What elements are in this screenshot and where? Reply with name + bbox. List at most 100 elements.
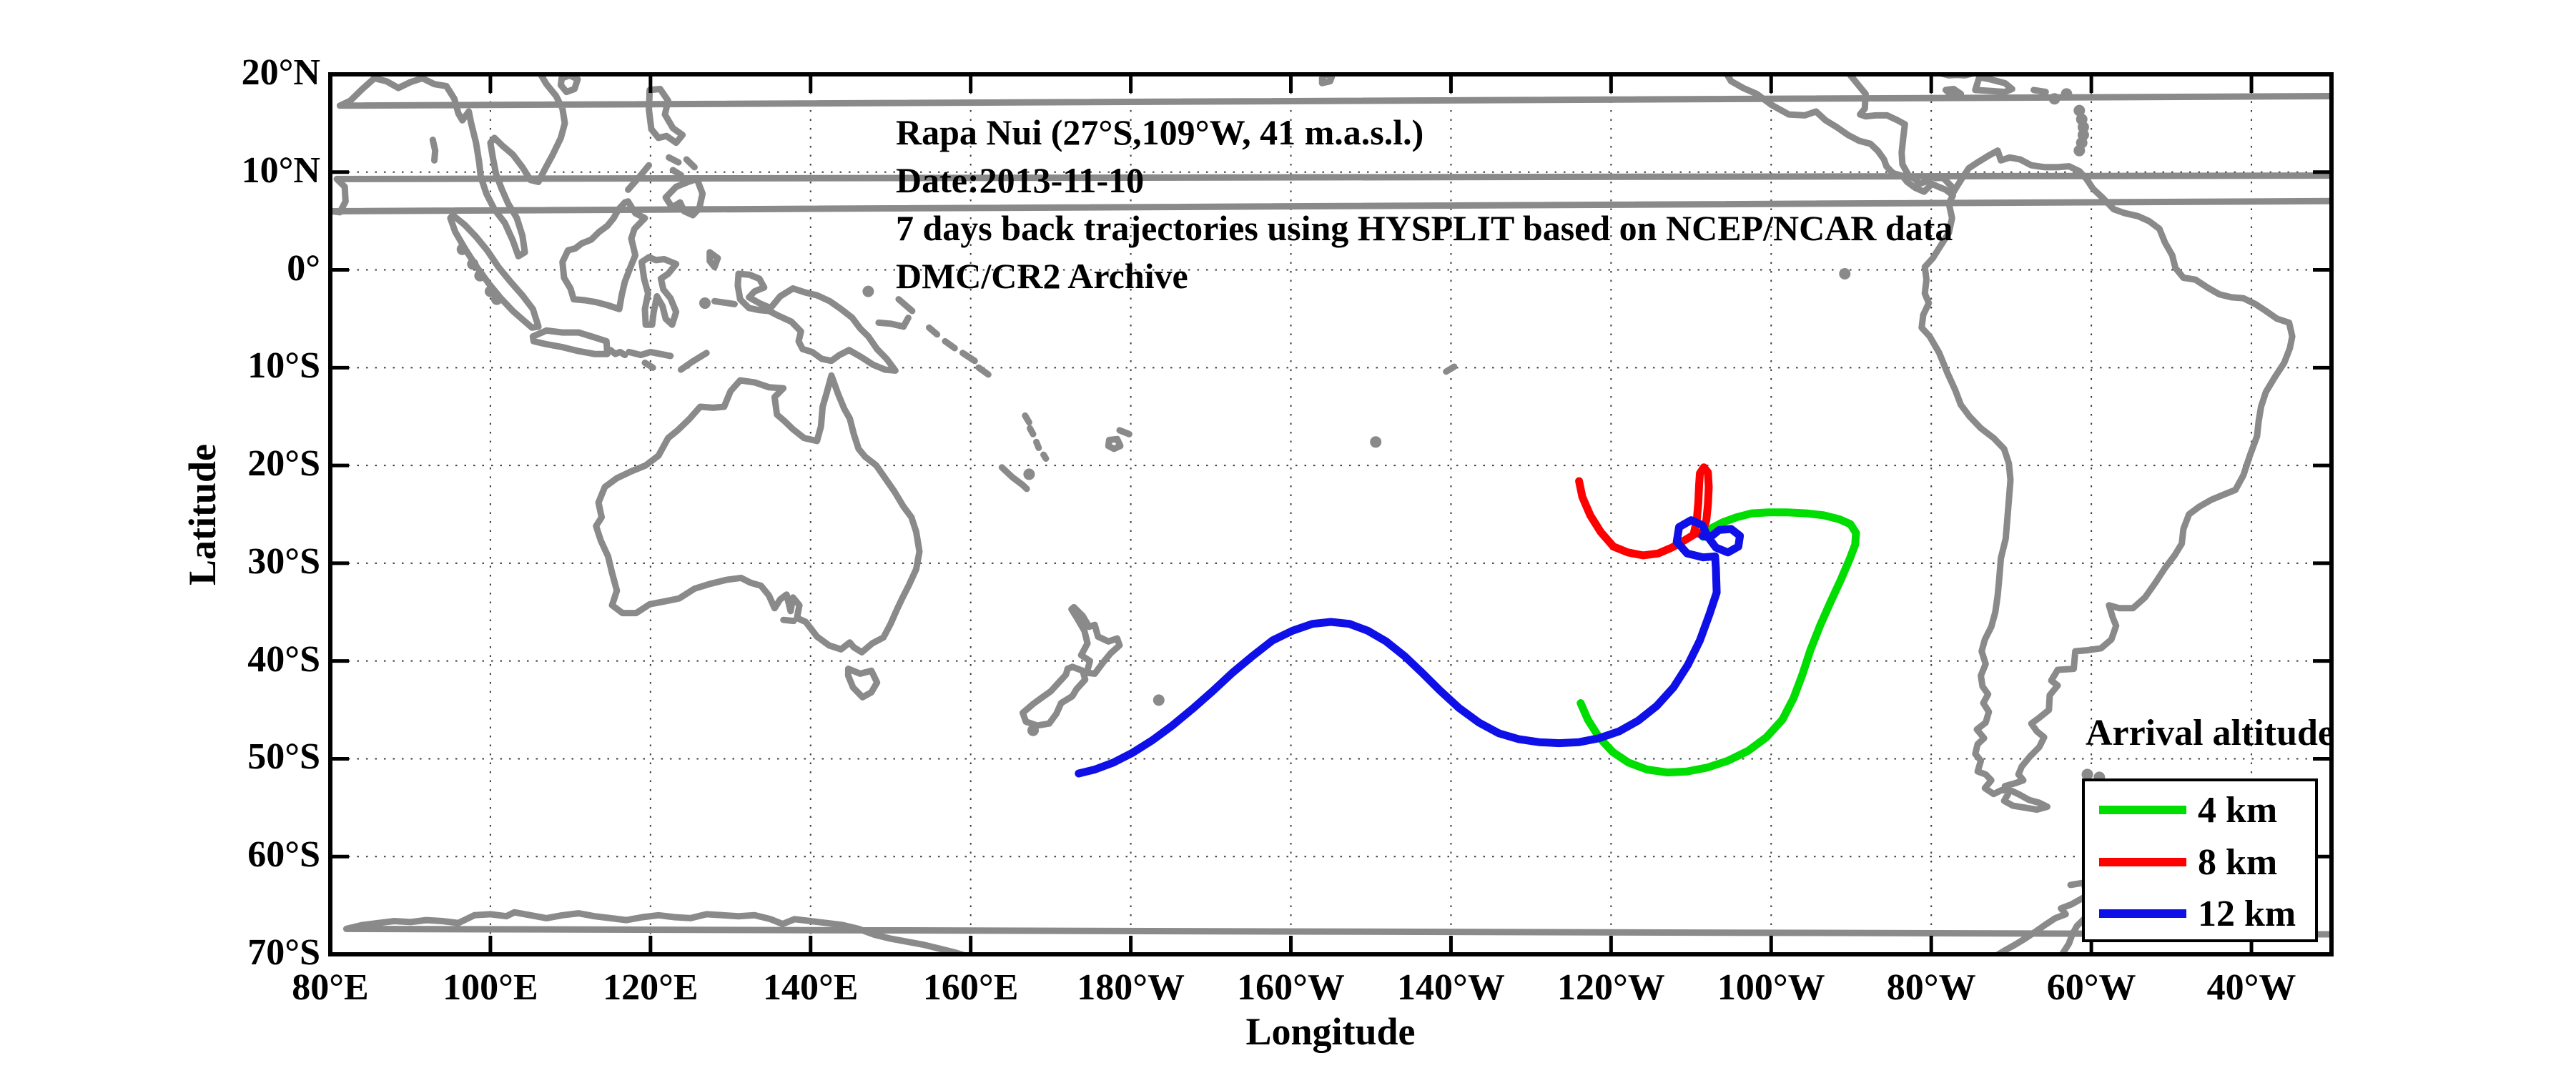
coastline-australia bbox=[593, 372, 923, 656]
island-dot bbox=[699, 297, 711, 310]
title-line-date: Date:2013-11-10 bbox=[896, 160, 1145, 200]
x-tick-label: 60°W bbox=[2046, 967, 2136, 1008]
x-tick-label: 160°E bbox=[922, 967, 1019, 1008]
y-tick-label: 70°S bbox=[247, 932, 320, 973]
coastline-sumatra bbox=[447, 212, 542, 331]
coastline-sumba bbox=[641, 360, 656, 371]
island-dot bbox=[2061, 88, 2073, 100]
trajectory-8-km bbox=[1575, 463, 1713, 560]
coastline-hainan bbox=[557, 74, 581, 96]
coastline-new-britain bbox=[875, 315, 912, 330]
coastline-layer bbox=[330, 74, 2331, 954]
coastline-nz-north-island bbox=[1068, 603, 1123, 677]
x-axis-label: Longitude bbox=[1245, 1010, 1416, 1053]
coastline-andaman bbox=[429, 137, 439, 164]
coastline-solomons-2 bbox=[942, 337, 958, 352]
island-dot bbox=[456, 243, 468, 255]
axes-frame bbox=[328, 72, 2334, 956]
coastline-hispaniola bbox=[1972, 74, 2015, 96]
island-dot bbox=[1839, 268, 1851, 280]
coastline-fiji-viti-levu bbox=[1105, 435, 1124, 453]
legend-item-label: 12 km bbox=[2198, 893, 2296, 934]
x-tick-label: 100°E bbox=[443, 967, 538, 1008]
x-tick-label: 80°W bbox=[1886, 967, 1976, 1008]
coastline-marquesas bbox=[1443, 363, 1458, 375]
legend-title: Arrival altitude bbox=[2085, 713, 2334, 753]
coastline-timor bbox=[677, 350, 710, 373]
coastline-seram bbox=[711, 297, 738, 307]
legend-row-8-km: 8 km bbox=[2085, 841, 2315, 883]
island-dot bbox=[2048, 93, 2061, 105]
title-block: Rapa Nui (27°S,109°W, 41 m.a.s.l.) Date:… bbox=[896, 109, 1953, 300]
x-tick-label: 100°W bbox=[1717, 967, 1825, 1008]
y-tick-label: 50°S bbox=[247, 736, 320, 778]
x-tick-label: 180°W bbox=[1077, 967, 1185, 1008]
trajectory-4-km bbox=[1576, 508, 1860, 777]
y-tick-label: 40°S bbox=[247, 638, 320, 680]
coastline-sumbawa-flores bbox=[626, 348, 674, 360]
legend-box: 4 km 8 km 12 km bbox=[2082, 778, 2318, 942]
coastline-solomons-3 bbox=[959, 350, 978, 365]
island-dot bbox=[1027, 724, 1040, 736]
coastline-palawan bbox=[625, 162, 653, 193]
coastline-java bbox=[529, 327, 611, 357]
island-dot bbox=[1153, 694, 1165, 706]
legend-item-label: 8 km bbox=[2198, 841, 2278, 883]
island-dot bbox=[484, 285, 496, 297]
coastline-vanuatu-2 bbox=[1027, 425, 1037, 437]
island-dot bbox=[2077, 121, 2089, 133]
island-dot bbox=[2081, 768, 2093, 781]
y-tick-label: 30°S bbox=[247, 540, 320, 582]
coastline-tasmania bbox=[844, 666, 881, 701]
y-tick-label: 10°N bbox=[241, 149, 320, 191]
coastline-borneo bbox=[559, 198, 648, 312]
coastline-central-america-caribbean-coast bbox=[1845, 74, 1955, 190]
coastline-new-guinea bbox=[734, 270, 899, 374]
island-dot bbox=[2073, 104, 2086, 117]
coastline-halmahera bbox=[706, 249, 721, 270]
coastline-new-ireland bbox=[895, 296, 916, 315]
x-tick-label: 120°E bbox=[603, 967, 699, 1008]
coastline-visayas-3 bbox=[669, 167, 684, 179]
coastline-luzon bbox=[646, 86, 686, 147]
y-tick-label: 20°N bbox=[241, 52, 320, 93]
x-tick-label: 80°E bbox=[292, 967, 369, 1008]
y-tick-label: 60°S bbox=[247, 834, 320, 876]
x-tick-label: 140°W bbox=[1397, 967, 1505, 1008]
x-tick-label: 40°W bbox=[2206, 967, 2296, 1008]
x-tick-label: 140°E bbox=[763, 967, 859, 1008]
tick-marks bbox=[328, 72, 2331, 956]
coastline-puerto-rico bbox=[2030, 86, 2049, 96]
y-axis-label: Latitude bbox=[181, 443, 224, 586]
title-line-method: 7 days back trajectories using HYSPLIT b… bbox=[896, 208, 1953, 248]
legend-row-4-km: 4 km bbox=[2085, 789, 2315, 831]
coastline-vanuatu-1 bbox=[1022, 412, 1032, 426]
island-dot bbox=[1370, 436, 1382, 448]
title-line-site: Rapa Nui (27°S,109°W, 41 m.a.s.l.) bbox=[896, 112, 1424, 152]
legend-item-label: 4 km bbox=[2198, 789, 2278, 831]
coastline-solomons-1 bbox=[926, 324, 941, 338]
coastline-bali-lombok bbox=[607, 347, 628, 359]
island-dot bbox=[1023, 468, 1035, 480]
legend-row-12-km: 12 km bbox=[2085, 894, 2315, 934]
coastline-americas-coast bbox=[1723, 74, 2296, 814]
legend-line-swatch bbox=[2099, 858, 2186, 866]
coastline-mindanao bbox=[662, 175, 706, 219]
island-dot bbox=[862, 285, 874, 297]
x-tick-label: 160°W bbox=[1237, 967, 1345, 1008]
coastline-antarctica-east-coast bbox=[342, 909, 2331, 954]
coastline-jamaica bbox=[1942, 86, 1965, 99]
legend-line-swatch bbox=[2099, 806, 2186, 814]
legend-line-swatch bbox=[2099, 909, 2186, 918]
coastline-fiji-vanua-levu bbox=[1116, 427, 1132, 437]
island-dot bbox=[2073, 144, 2086, 157]
coastline-vanuatu-3 bbox=[1033, 438, 1042, 451]
island-dot bbox=[490, 293, 503, 305]
island-dot bbox=[467, 258, 479, 270]
trajectory-12-km bbox=[1075, 516, 1745, 778]
x-tick-label: 120°W bbox=[1556, 967, 1665, 1008]
coastline-visayas-2 bbox=[683, 156, 698, 171]
coastline-new-caledonia bbox=[998, 464, 1030, 493]
